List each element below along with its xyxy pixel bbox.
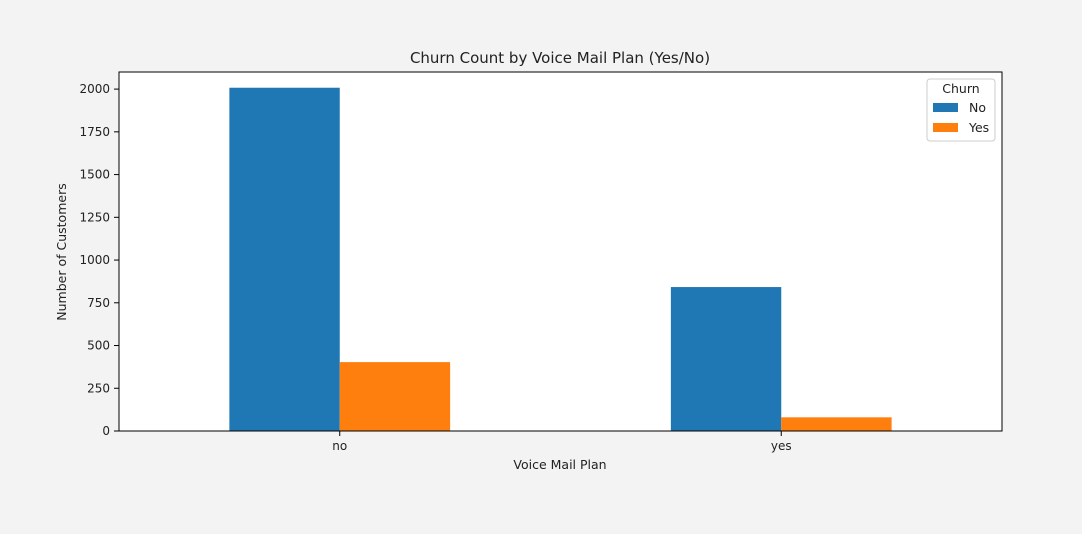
legend: Churn No Yes bbox=[926, 78, 996, 142]
legend-label-yes: Yes bbox=[968, 120, 989, 135]
y-axis-label: Number of Customers bbox=[54, 183, 69, 320]
y-tick-label: 1000 bbox=[79, 253, 110, 267]
y-tick-label: 1250 bbox=[79, 210, 110, 224]
y-tick-label: 0 bbox=[102, 424, 110, 438]
chart-title: Churn Count by Voice Mail Plan (Yes/No) bbox=[410, 49, 710, 67]
y-tick-label: 2000 bbox=[79, 82, 110, 96]
bars-group bbox=[229, 87, 892, 432]
y-tick-label: 1750 bbox=[79, 125, 110, 139]
x-tick-label: no bbox=[332, 439, 347, 453]
bar-yes-no bbox=[670, 287, 782, 431]
bar-no-no bbox=[229, 87, 340, 432]
legend-swatch-yes bbox=[933, 123, 958, 132]
bar-no-yes bbox=[339, 362, 451, 431]
y-tick-label: 250 bbox=[87, 381, 110, 395]
y-tick-label: 750 bbox=[87, 296, 110, 310]
x-axis-label: Voice Mail Plan bbox=[513, 457, 606, 472]
y-axis: 0 250 500 750 1000 1250 1500 1750 2000 bbox=[79, 82, 119, 438]
bar-yes-yes bbox=[781, 417, 892, 431]
y-tick-label: 1500 bbox=[79, 168, 110, 182]
y-tick-label: 500 bbox=[87, 339, 110, 353]
x-tick-label: yes bbox=[771, 439, 792, 453]
x-axis: no yes bbox=[332, 431, 792, 453]
legend-title: Churn bbox=[942, 81, 979, 96]
legend-label-no: No bbox=[969, 100, 986, 115]
plot-frame bbox=[118, 71, 1003, 432]
legend-swatch-no bbox=[933, 103, 958, 112]
legend-entries: No Yes bbox=[933, 100, 989, 135]
